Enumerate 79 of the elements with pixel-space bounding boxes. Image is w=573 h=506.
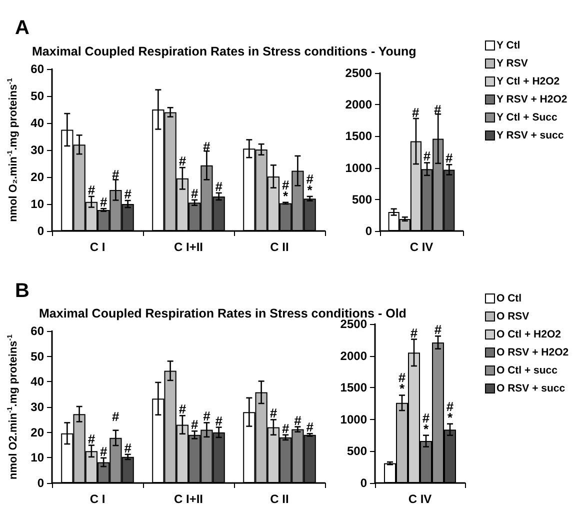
y-tick-label: 20	[30, 425, 44, 440]
y-tick-label: 2000	[340, 348, 368, 363]
annotation: #	[190, 417, 199, 432]
annotation: # *	[446, 398, 454, 425]
x-tick-label: C II	[270, 240, 289, 254]
legend-label: O Ctl + H2O2	[496, 328, 562, 340]
text: A	[15, 17, 30, 39]
y-tick-label: 30	[30, 400, 44, 414]
x-tick-label: C I	[90, 240, 106, 254]
y-tick-label: 50	[30, 89, 44, 103]
annotation: #	[434, 322, 442, 338]
annotation: #	[215, 413, 224, 428]
y-tick-label: 1500	[345, 129, 372, 144]
y-tick-label: 60	[30, 324, 44, 338]
legend-label: O RSV + H2O2	[496, 346, 569, 358]
annotation: #	[124, 440, 132, 456]
annotation: #	[203, 408, 212, 424]
annotation: #	[112, 167, 120, 182]
annotation: # *	[398, 370, 406, 396]
y-tick-label: 0	[360, 476, 368, 490]
annotation: #	[434, 102, 442, 117]
y-tick-label: 10	[30, 197, 44, 211]
x-tick-label: C IV	[410, 240, 434, 254]
annotation: #	[282, 420, 290, 436]
y-tick-label: 1000	[340, 412, 368, 426]
annotation: #	[190, 186, 199, 201]
annotation: #	[215, 178, 224, 194]
annotation: #	[100, 444, 108, 459]
annotation: #	[270, 406, 278, 421]
x-tick-label: C II	[270, 492, 289, 506]
y-tick-label: 2500	[345, 66, 372, 80]
y-tick-label: 500	[346, 444, 368, 458]
x-tick-label: C I+II	[174, 240, 204, 254]
y-tick-label: 10	[30, 450, 44, 465]
y-tick-label: 50	[30, 349, 44, 364]
text: B	[15, 280, 30, 302]
y-tick-label: 0	[365, 224, 372, 238]
annotation: # *	[282, 177, 290, 204]
y-tick-label: 20	[30, 170, 44, 184]
y-tick-label: 1500	[340, 380, 368, 395]
legend-label: Y Ctl + Succ	[496, 112, 558, 124]
legend-label: O RSV	[496, 310, 530, 322]
y-tick-label: 60	[30, 62, 44, 76]
annotation: #	[88, 182, 96, 198]
annotation: #	[412, 105, 420, 120]
legend-label: O RSV + succ	[496, 382, 566, 394]
legend-label: Y Ctl + H2O2	[496, 76, 560, 88]
annotation: # *	[422, 410, 430, 436]
x-tick-label: C IV	[408, 492, 432, 506]
annotation: #	[124, 186, 132, 202]
legend-label: Y RSV + succ	[496, 130, 564, 142]
legend-label: O Ctl + succ	[496, 364, 558, 376]
annotation: #	[446, 150, 454, 166]
annotation: # *	[306, 171, 314, 198]
annotation: #	[100, 194, 108, 210]
y-tick-label: 1000	[345, 160, 372, 175]
annotation: #	[423, 148, 432, 164]
x-tick-label: C I	[90, 492, 106, 506]
y-tick-label: 500	[352, 192, 372, 206]
y-tick-label: 30	[30, 143, 44, 157]
annotation: #	[88, 431, 96, 446]
y-tick-label: 40	[30, 116, 44, 130]
chart-title: Maximal Coupled Respiration Rates in Stress conditions - Young	[32, 44, 416, 58]
legend-label: Y RSV	[496, 58, 528, 70]
annotation: #	[203, 139, 211, 154]
annotation: #	[294, 412, 302, 428]
annotation: #	[112, 409, 120, 424]
annotation: #	[410, 325, 418, 340]
x-tick-label: C I+II	[174, 492, 204, 506]
y-tick-label: 2000	[345, 98, 372, 112]
annotation: #	[178, 402, 187, 417]
legend-label: O Ctl	[496, 292, 522, 304]
legend-label: Y RSV + H2O2	[496, 94, 568, 106]
y-tick-label: 40	[30, 374, 44, 389]
y-tick-label: 0	[37, 224, 44, 238]
legend-label: Y Ctl	[496, 40, 520, 52]
annotation: #	[306, 420, 314, 435]
annotation: #	[178, 154, 187, 169]
y-tick-label: 0	[37, 476, 44, 490]
